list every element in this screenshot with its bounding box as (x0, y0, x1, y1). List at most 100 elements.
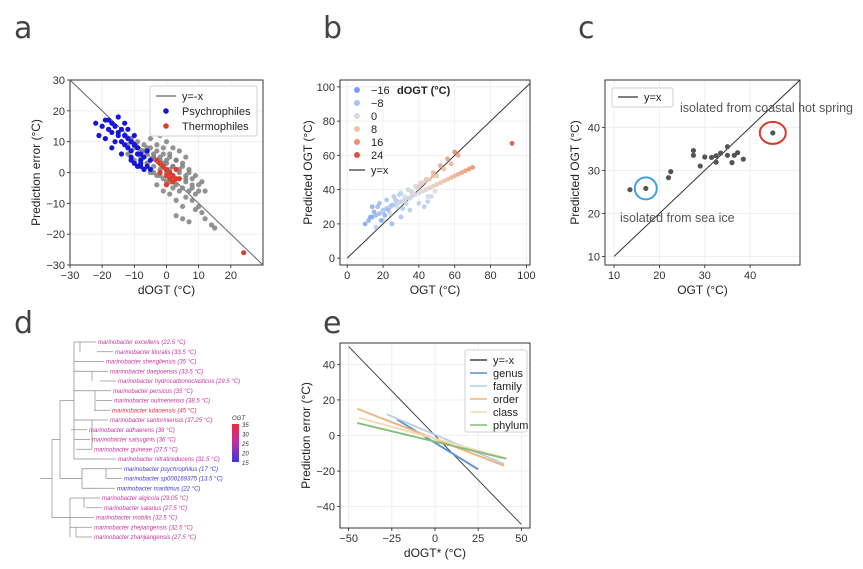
data-point (402, 194, 407, 199)
x-tick-label: 0 (344, 270, 350, 282)
colorbar-tick-label: 35 (242, 423, 249, 429)
x-tick-label: 30 (699, 270, 711, 282)
data-point-psychrophile (134, 163, 141, 169)
data-point (668, 169, 674, 175)
legend-label: family (493, 381, 522, 393)
data-point (740, 156, 746, 162)
legend-marker (354, 100, 360, 106)
data-point-psychrophile (102, 135, 108, 142)
y-tick-label: 20 (53, 106, 65, 118)
data-point (724, 152, 731, 158)
panel-letter-a: a (14, 11, 32, 46)
y-tick-label: 20 (588, 208, 600, 220)
data-point-other (163, 139, 170, 145)
data-point (389, 221, 395, 227)
data-point (713, 159, 719, 165)
data-point-other (160, 151, 166, 157)
data-point (421, 204, 427, 210)
series-line-phylum (357, 422, 507, 460)
data-point-psychrophile (106, 117, 112, 123)
data-point (434, 173, 440, 179)
data-point-psychrophile (109, 145, 115, 151)
data-point-psychrophile (115, 114, 121, 120)
data-point (377, 211, 382, 217)
x-tick-label: −30 (61, 270, 80, 282)
legend-label: −16 (371, 85, 390, 97)
x-tick-label: 60 (449, 270, 461, 282)
data-point (713, 153, 719, 159)
data-point-other (202, 188, 208, 194)
data-point (396, 192, 402, 198)
data-point-psychrophile (134, 151, 141, 157)
legend-label: 24 (371, 150, 383, 162)
data-point-psychrophile (131, 132, 137, 139)
panel-letter-c: c (578, 11, 595, 46)
x-tick-label: −10 (125, 270, 144, 282)
data-point-thermophile (170, 179, 176, 185)
panel-letter-d: d (14, 306, 33, 341)
data-point-other (154, 182, 160, 188)
data-point-psychrophile (144, 163, 150, 169)
data-point-other (212, 225, 218, 231)
data-point-other (189, 176, 195, 182)
y-axis-label: Prediction error (°C) (299, 382, 313, 489)
data-point-other (154, 142, 160, 148)
colorbar-tick-label: 20 (241, 452, 249, 458)
y-tick-label: 40 (323, 185, 335, 197)
tree-leaf-label: marinobacter oulmenensis (38.5 °C) (114, 399, 210, 405)
x-tick-label: 10 (608, 270, 620, 282)
data-point (455, 152, 461, 158)
legend-label-y-eq-x: y=x (644, 92, 662, 104)
data-point (425, 199, 431, 205)
data-point-psychrophile (96, 132, 102, 139)
data-point-other (173, 157, 179, 163)
data-point (724, 144, 731, 150)
data-point-psychrophile (122, 120, 128, 126)
legend-marker-psychrophiles (163, 108, 169, 114)
data-point-psychrophile (109, 120, 115, 126)
data-point-thermophile (163, 182, 170, 188)
panel-letter-b: b (323, 11, 342, 46)
data-point (427, 176, 433, 182)
data-point (430, 173, 436, 179)
tree-leaf-label: marinobacter zhejiangensis (32.5 °C) (94, 525, 193, 531)
y-tick-label: 10 (588, 251, 600, 263)
plot-frame (604, 79, 801, 266)
data-point (432, 188, 438, 194)
data-point-other (202, 216, 208, 222)
data-point (470, 164, 476, 170)
data-point-psychrophile (109, 129, 115, 136)
series-line-family (386, 413, 505, 465)
data-point (368, 214, 373, 220)
legend-label: −8 (371, 98, 384, 110)
y-tick-label: 0 (329, 431, 335, 443)
data-point (414, 185, 420, 191)
x-tick-label: 0 (163, 270, 169, 282)
data-point-psychrophile (106, 126, 112, 132)
highlight-ring-hot-spring (758, 120, 787, 145)
tree-leaf-label: marinobacter nitratireducens (31.5 °C) (118, 457, 220, 463)
data-point-other (196, 203, 202, 210)
data-point (407, 195, 413, 201)
y-tick-label: −30 (46, 260, 65, 272)
data-point-other (160, 188, 166, 194)
data-point-other (154, 148, 160, 154)
data-point (373, 224, 379, 230)
data-point-other (183, 194, 189, 200)
panel-letter-e: e (323, 306, 341, 341)
tree-leaf-label: marinobacter lutaoensis (45 °C) (112, 408, 196, 414)
data-point-other (208, 222, 215, 228)
data-point-other (170, 145, 176, 151)
data-point-other (192, 206, 199, 213)
data-point-other (170, 185, 176, 191)
data-point-psychrophile (147, 166, 154, 173)
data-point (452, 173, 458, 179)
data-point (770, 130, 776, 136)
data-point (385, 207, 391, 213)
data-point-thermophile (154, 157, 160, 163)
data-point (441, 178, 447, 184)
data-point-other (196, 188, 202, 194)
data-point (466, 166, 472, 172)
data-point-thermophile (173, 166, 179, 173)
series-line-class (358, 416, 508, 460)
